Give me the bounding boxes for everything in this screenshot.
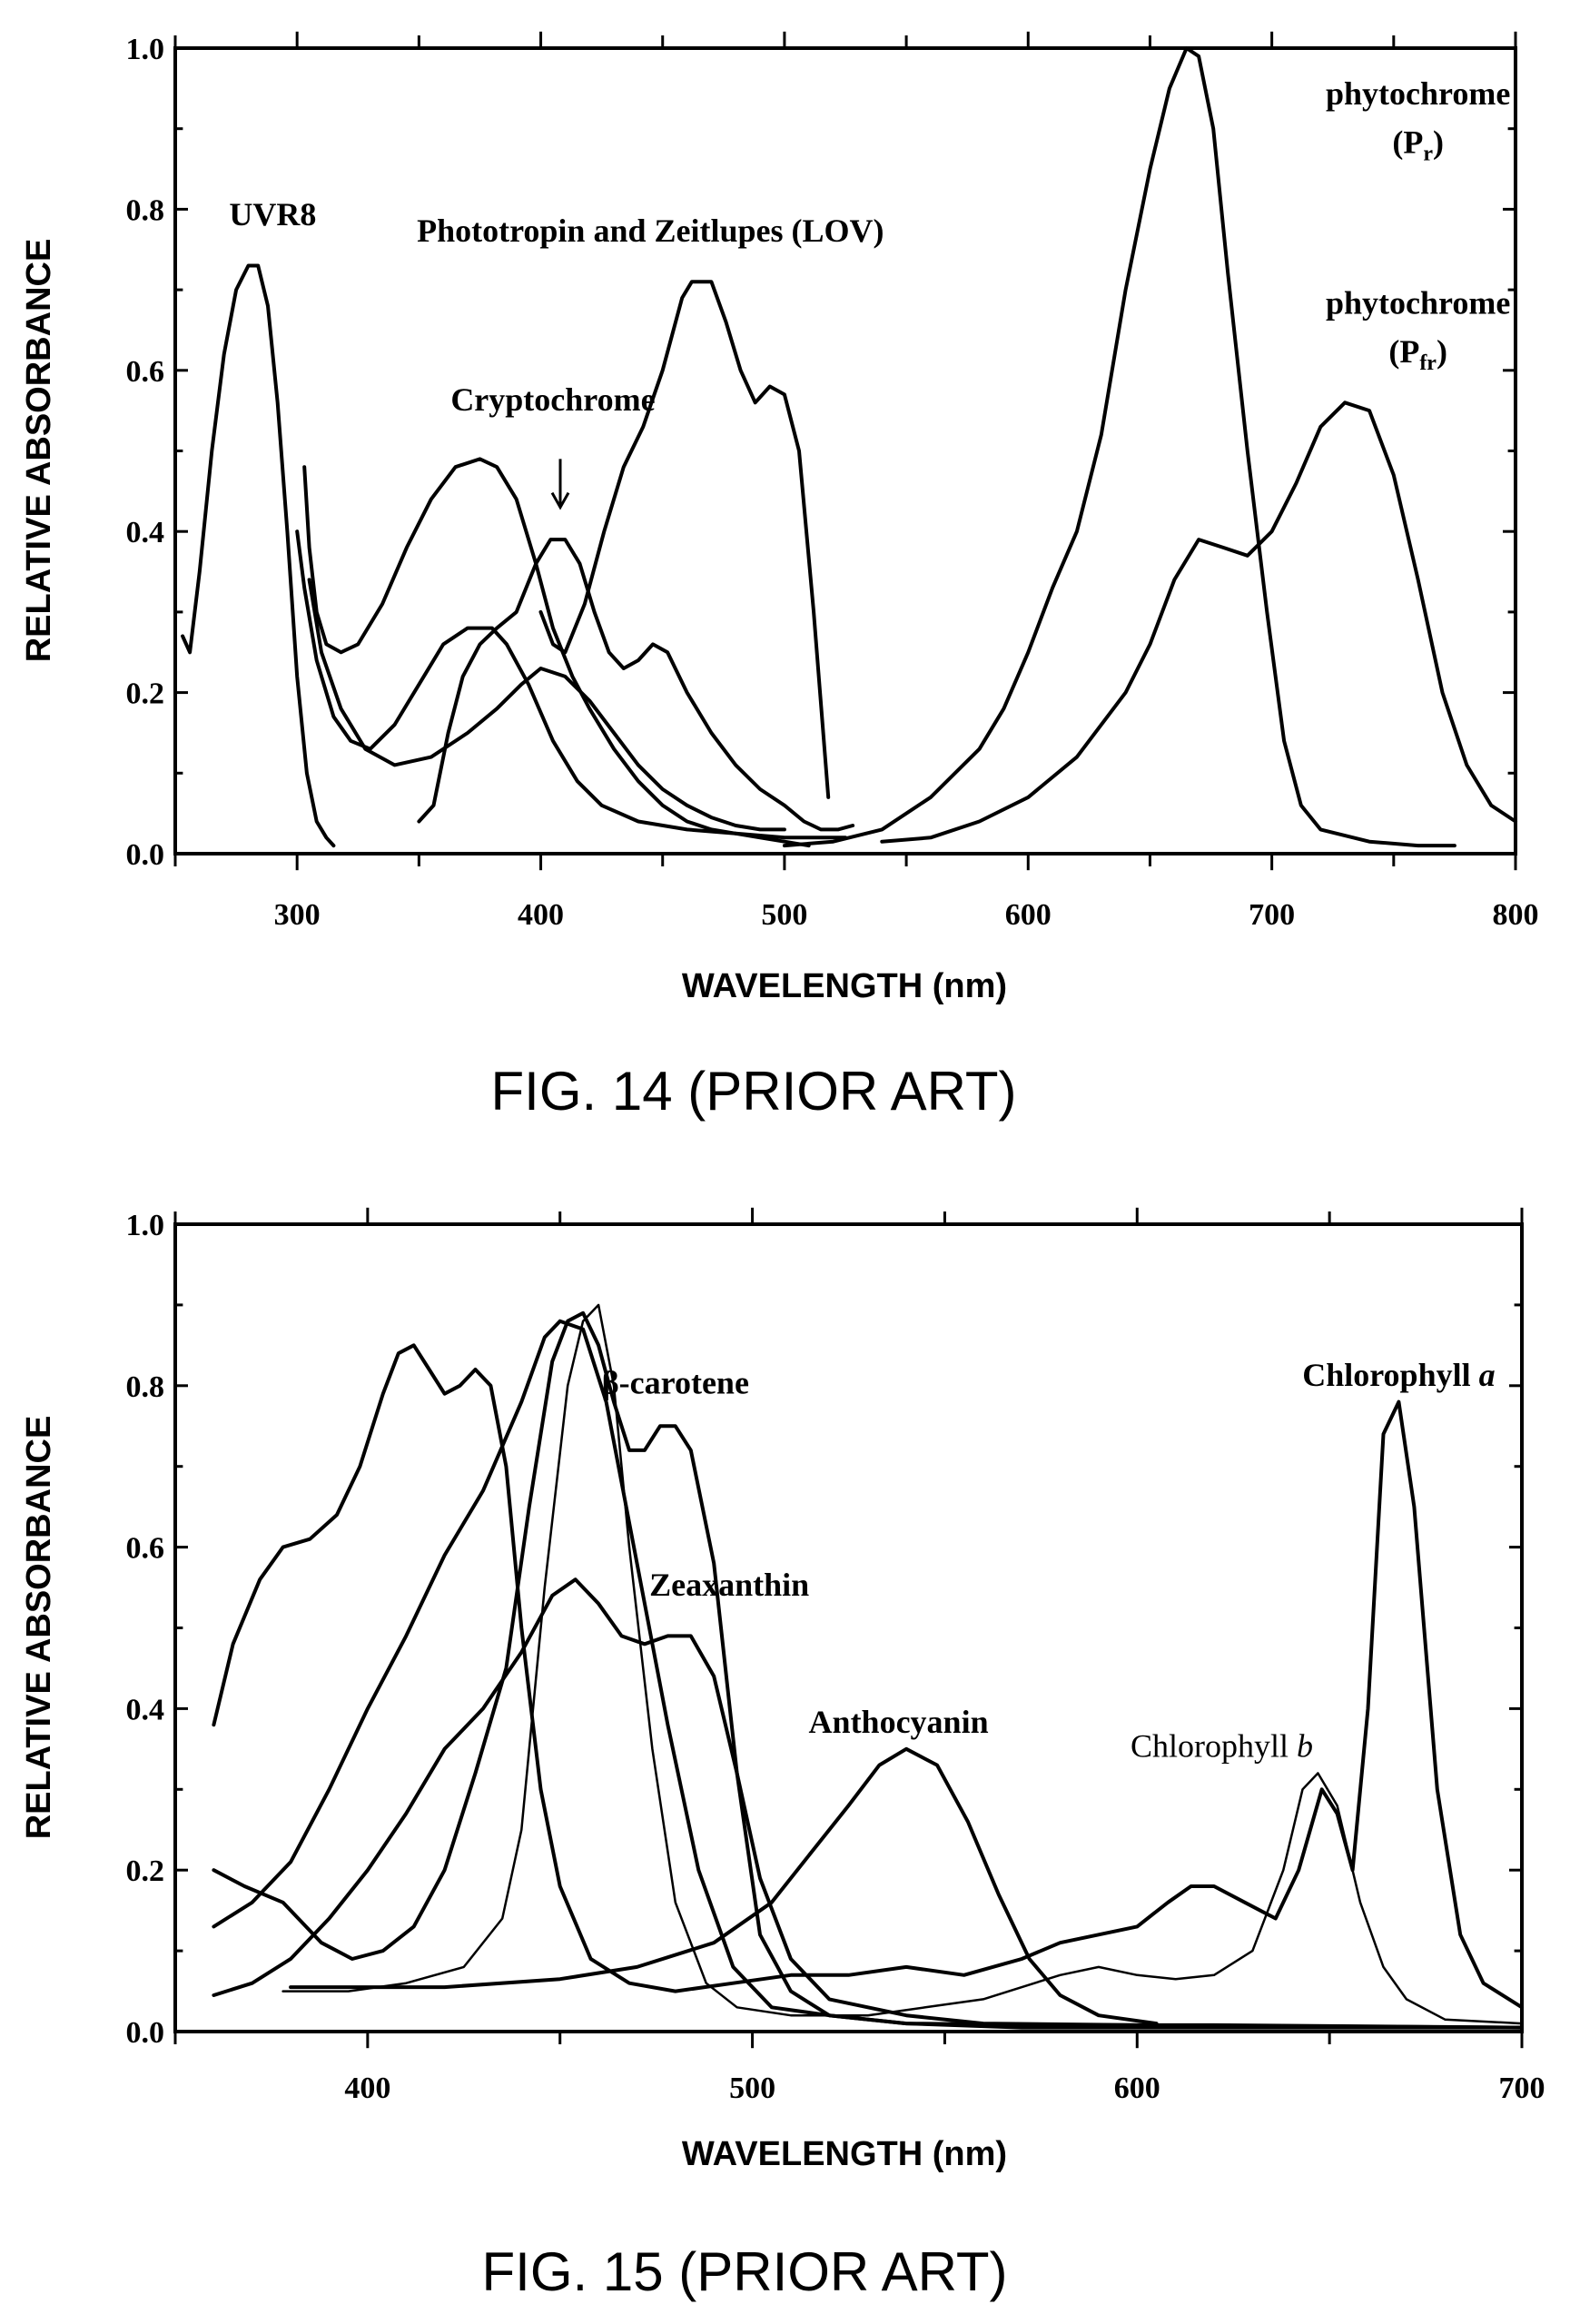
x-tick-label: 700 bbox=[1499, 2072, 1545, 2105]
series-line-1 bbox=[181, 263, 336, 848]
series-line-7 bbox=[782, 46, 1456, 848]
arrow-head bbox=[550, 491, 570, 510]
series-line-3 bbox=[212, 1319, 1524, 2030]
chart-fig15: 0.0 0.2 0.4 0.6 0.8 1.0 400 500 600 700 β-carote… bbox=[20, 1207, 1545, 2302]
annotation-label: Chlorophyll a bbox=[1302, 1357, 1495, 1393]
series-line-2 bbox=[212, 1310, 1524, 2030]
y-ticks: 0.0 0.2 0.4 0.6 0.8 1.0 bbox=[126, 1209, 1522, 2050]
x-tick-label: 600 bbox=[1114, 2072, 1160, 2105]
annotation-label: Phototropin and Zeitlupes (LOV) bbox=[417, 213, 884, 249]
figure-caption: FIG. 14 (PRIOR ART) bbox=[491, 1061, 1017, 1122]
y-tick-label: 0.0 bbox=[126, 2016, 165, 2050]
y-tick-label: 1.0 bbox=[126, 1209, 165, 1242]
y-ticks: 0.0 0.2 0.4 0.6 0.8 1.0 bbox=[126, 33, 1516, 872]
series-line-6 bbox=[289, 1746, 1159, 2026]
series-line-1 bbox=[212, 1343, 1524, 2010]
x-ticks: 300 400 500 600 700 800 bbox=[173, 31, 1539, 932]
series-line-4 bbox=[307, 578, 786, 832]
annotation-label: phytochrome bbox=[1326, 285, 1510, 321]
y-tick-label: 0.2 bbox=[126, 1854, 165, 1888]
x-axis-label: WAVELENGTH (nm) bbox=[682, 2135, 1007, 2173]
x-tick-label: 300 bbox=[274, 898, 321, 932]
annotation-label: UVR8 bbox=[229, 196, 316, 232]
x-tick-label: 800 bbox=[1493, 898, 1539, 932]
series-line-5 bbox=[212, 1577, 1524, 2030]
series-line-3 bbox=[295, 529, 847, 840]
annotation-label: Chlorophyll b bbox=[1131, 1728, 1313, 1765]
y-axis-label: RELATIVE ABSORBANCE bbox=[20, 1416, 58, 1840]
y-tick-label: 0.6 bbox=[126, 355, 165, 389]
x-tick-label: 500 bbox=[729, 2072, 775, 2105]
x-tick-label: 700 bbox=[1249, 898, 1295, 932]
x-tick-label: 400 bbox=[518, 898, 564, 932]
plot-frame bbox=[173, 1222, 1524, 2033]
plot-frame bbox=[173, 46, 1517, 855]
series-line-4 bbox=[281, 1303, 1524, 2025]
y-tick-label: 0.6 bbox=[126, 1532, 165, 1566]
x-axis-label: WAVELENGTH (nm) bbox=[682, 967, 1007, 1005]
x-ticks: 400 500 600 700 bbox=[173, 1207, 1545, 2105]
chart-fig14: 0.0 0.2 0.4 0.6 0.8 1.0 300 400 500 600 700 800 UV… bbox=[20, 31, 1539, 1122]
series-line-2 bbox=[302, 457, 811, 848]
y-tick-label: 0.8 bbox=[126, 193, 165, 227]
x-tick-label: 600 bbox=[1005, 898, 1052, 932]
series-group bbox=[181, 46, 1517, 848]
x-tick-label: 400 bbox=[344, 2072, 390, 2105]
y-tick-label: 0.4 bbox=[126, 516, 165, 549]
figure-caption: FIG. 15 (PRIOR ART) bbox=[482, 2241, 1008, 2302]
annotation-label: Zeaxanthin bbox=[649, 1567, 809, 1603]
x-tick-label: 500 bbox=[761, 898, 807, 932]
series-line-6 bbox=[538, 280, 831, 799]
y-tick-label: 0.0 bbox=[126, 838, 165, 872]
y-tick-label: 0.8 bbox=[126, 1370, 165, 1404]
annotations: β-carotene Zeaxanthin Anthocyanin Chlorophy… bbox=[602, 1357, 1496, 1765]
annotation-label: Cryptochrome bbox=[450, 381, 655, 418]
annotation-label: Anthocyanin bbox=[809, 1704, 989, 1740]
annotation-label: (Pr) bbox=[1392, 124, 1444, 165]
annotation-label: β-carotene bbox=[602, 1365, 749, 1401]
series-group bbox=[212, 1303, 1524, 2030]
y-tick-label: 0.2 bbox=[126, 677, 165, 711]
annotations: UVR8 Phototropin and Zeitlupes (LOV) Crypt… bbox=[229, 75, 1510, 510]
series-line-5 bbox=[417, 538, 855, 832]
annotation-label: phytochrome bbox=[1326, 75, 1510, 112]
series-line-8 bbox=[880, 401, 1517, 844]
y-axis-label: RELATIVE ABSORBANCE bbox=[20, 239, 58, 663]
annotation-label: (Pfr) bbox=[1388, 333, 1447, 375]
y-tick-label: 1.0 bbox=[126, 33, 165, 66]
y-tick-label: 0.4 bbox=[126, 1693, 165, 1726]
